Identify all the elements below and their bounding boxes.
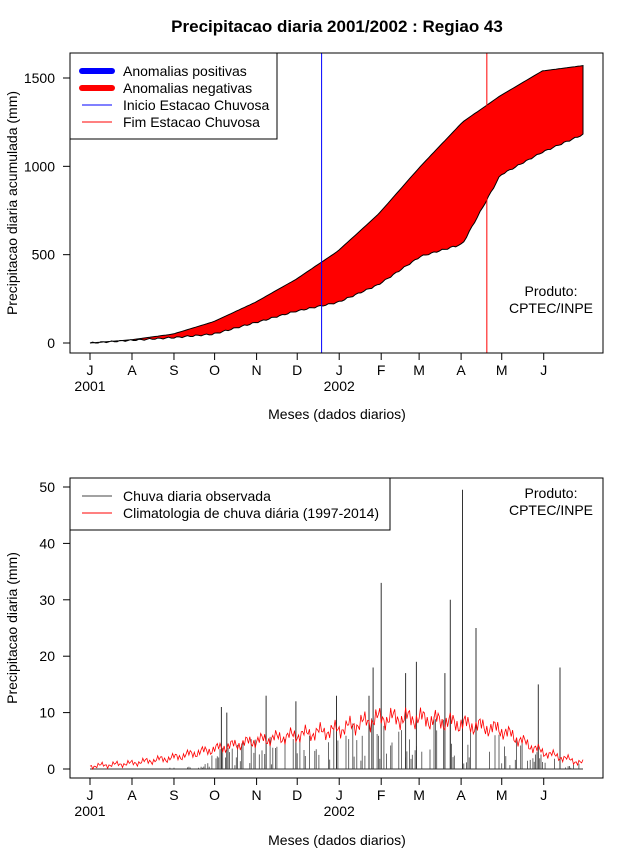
bottom-y-tick-label: 0 <box>47 761 55 777</box>
bottom-y-tick-label: 10 <box>39 705 55 721</box>
bottom-x-tick-label: J <box>540 787 547 803</box>
bottom-x-tick-label: A <box>456 787 466 803</box>
bottom-x-tick-label: A <box>127 787 137 803</box>
bottom-produto-label: Produto: <box>525 485 578 501</box>
top-y-tick-label: 1500 <box>24 70 55 86</box>
bottom-x-tick-label: M <box>496 787 508 803</box>
top-x-tick-label: F <box>377 362 386 378</box>
bottom-y-axis-label: Precipitacao diaria (mm) <box>4 552 20 704</box>
chart-title: Precipitacao diaria 2001/2002 : Regiao 4… <box>171 17 503 36</box>
top-legend-box <box>69 52 278 140</box>
top-x-tick-label: N <box>252 362 262 378</box>
top-x-tick-label: M <box>413 362 425 378</box>
bottom-plot-area <box>89 489 584 771</box>
legend-label-climatology: Climatologia de chuva diária (1997-2014) <box>123 505 379 521</box>
bottom-produto-org: CPTEC/INPE <box>509 502 593 518</box>
bottom-x-tick-label: N <box>252 787 262 803</box>
bottom-x-tick-label: O <box>209 787 220 803</box>
top-plot-area <box>89 53 584 353</box>
bottom-x-tick-label: F <box>377 787 386 803</box>
top-x-tick-label: S <box>169 362 178 378</box>
legend-label-observed: Chuva diaria observada <box>123 488 271 504</box>
top-y-tick-label: 1000 <box>24 158 55 174</box>
bottom-x-tick-label: J <box>336 787 343 803</box>
top-legend: Anomalias positivas Anomalias negativas … <box>69 52 278 140</box>
top-x-tick-label: A <box>456 362 466 378</box>
observed-rain-bars <box>90 489 583 770</box>
bottom-year-label: 2001 <box>74 803 105 819</box>
bottom-y-tick-label: 30 <box>39 592 55 608</box>
accumulated-precip-chart: Precipitacao diaria 2001/2002 : Regiao 4… <box>4 17 604 422</box>
bottom-legend-box <box>69 477 391 531</box>
top-x-tick-label: O <box>209 362 220 378</box>
top-x-tick-label: J <box>87 362 94 378</box>
top-produto-label: Produto: <box>525 283 578 299</box>
top-x-tick-label: M <box>496 362 508 378</box>
top-year-label: 2002 <box>324 378 355 394</box>
top-y-axis-label: Precipitacao diaria acumulada (mm) <box>4 91 20 315</box>
bottom-x-tick-label: J <box>87 787 94 803</box>
legend-label-inicio: Inicio Estacao Chuvosa <box>123 97 270 113</box>
bottom-legend: Chuva diaria observada Climatologia de c… <box>69 477 391 531</box>
bottom-y-tick-label: 50 <box>39 479 55 495</box>
top-x-tick-label: A <box>127 362 137 378</box>
bottom-x-tick-label: S <box>169 787 178 803</box>
bottom-x-tick-label: M <box>413 787 425 803</box>
bottom-year-label: 2002 <box>324 803 355 819</box>
legend-label-fim: Fim Estacao Chuvosa <box>123 114 260 130</box>
top-x-tick-label: J <box>336 362 343 378</box>
bottom-x-tick-label: D <box>292 787 302 803</box>
negative-anomaly-area <box>89 65 584 344</box>
top-x-tick-label: D <box>292 362 302 378</box>
bottom-y-tick-label: 40 <box>39 535 55 551</box>
climatology-line <box>89 707 584 771</box>
top-produto-org: CPTEC/INPE <box>509 300 593 316</box>
top-x-tick-label: J <box>540 362 547 378</box>
legend-label-positive: Anomalias positivas <box>123 63 247 79</box>
legend-label-negative: Anomalias negativas <box>123 80 252 96</box>
bottom-y-axis: 0 10 20 30 40 50 <box>39 479 71 777</box>
bottom-y-tick-label: 20 <box>39 648 55 664</box>
top-y-tick-label: 0 <box>47 335 55 351</box>
top-year-label: 2001 <box>74 378 105 394</box>
bottom-x-axis-label: Meses (dados diarios) <box>268 832 406 848</box>
top-x-axis-label: Meses (dados diarios) <box>268 406 406 422</box>
top-y-tick-label: 500 <box>32 247 56 263</box>
top-y-axis: 0 500 1000 1500 <box>24 70 71 351</box>
